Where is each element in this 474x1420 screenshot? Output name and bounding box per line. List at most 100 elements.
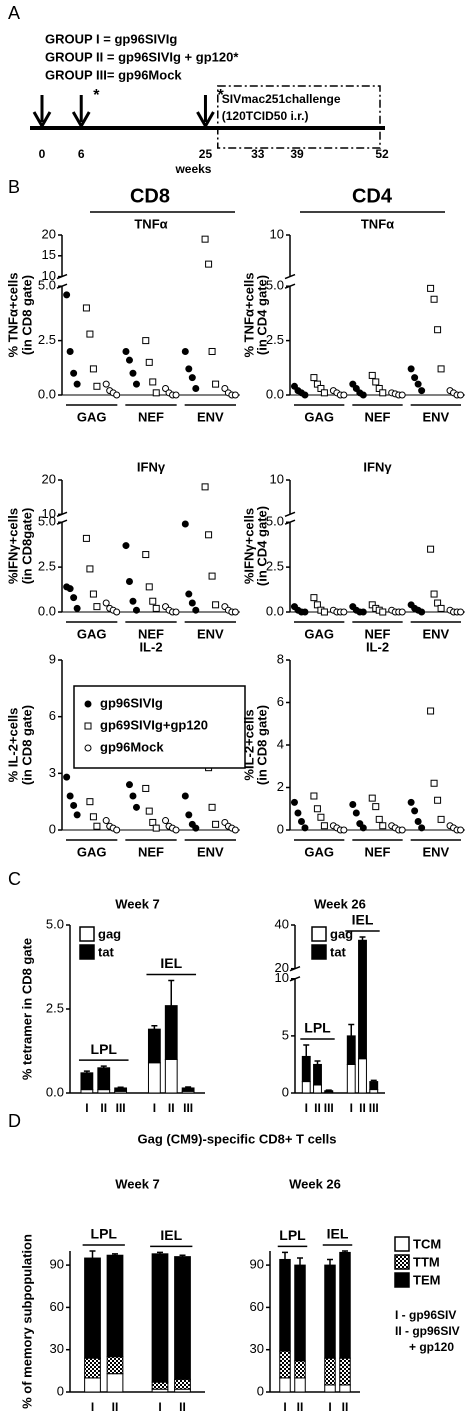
data-point — [231, 391, 239, 399]
data-point — [379, 608, 387, 616]
data-point — [66, 792, 74, 800]
y-tick-label: 0.0 — [266, 603, 284, 618]
y-tick-label: 5.0 — [38, 514, 56, 529]
bar-segment — [294, 1377, 306, 1393]
y-tick-label: 20 — [275, 960, 289, 975]
chart-title: IFNγ — [137, 459, 166, 474]
bar-segment — [80, 1089, 94, 1094]
x-tick-label: 25 — [199, 147, 213, 161]
x-tick-label: II — [297, 1400, 304, 1414]
data-point — [317, 813, 325, 821]
data-point — [430, 295, 438, 303]
data-point — [359, 608, 367, 616]
data-point — [172, 391, 180, 399]
panel-label: B — [8, 177, 20, 197]
y-tick-label: 60 — [50, 1299, 64, 1314]
chart-title: IL-2 — [139, 639, 162, 654]
data-point — [122, 347, 130, 355]
data-point — [192, 824, 200, 832]
data-point — [129, 792, 137, 800]
y-tick-label: 10 — [42, 268, 56, 283]
data-point — [340, 826, 348, 834]
error-bar — [83, 1070, 90, 1073]
data-point — [320, 389, 328, 397]
axis-break — [284, 511, 296, 518]
challenge-label: (120TCID50 i.r.) — [222, 109, 309, 123]
data-point — [70, 369, 78, 377]
legend-box — [73, 685, 246, 769]
y-axis-label: (in CD8 gate) — [254, 705, 269, 785]
y-tick-label: 0.0 — [38, 386, 56, 401]
data-point — [411, 807, 419, 815]
data-point — [201, 483, 209, 491]
y-axis-label: (in CD8 gate) — [19, 705, 34, 785]
x-tick-label: III — [183, 1101, 193, 1115]
data-point — [418, 608, 426, 616]
chart-title: TNFα — [361, 216, 394, 231]
group-label: GROUP I = gp96SIVIg — [45, 31, 177, 46]
error-bar — [117, 1086, 124, 1089]
panel-label: A — [8, 3, 20, 23]
x-tick-label: I — [283, 1400, 286, 1414]
legend-swatch — [311, 926, 327, 942]
legend-swatch — [79, 944, 95, 960]
bar-segment — [106, 1373, 124, 1393]
data-point — [192, 384, 200, 392]
data-point — [181, 347, 189, 355]
data-point — [73, 811, 81, 819]
data-point — [398, 391, 406, 399]
bar-segment — [369, 1081, 379, 1091]
data-point — [145, 583, 153, 591]
x-tick-label: I — [350, 1101, 353, 1115]
error-bar — [179, 1254, 186, 1257]
group-label: LPL — [91, 1041, 118, 1057]
data-point — [407, 365, 415, 373]
error-bar — [157, 1251, 163, 1254]
bar-segment — [339, 1251, 351, 1359]
data-point — [152, 604, 160, 612]
data-point — [192, 606, 200, 614]
error-bar — [282, 1251, 288, 1260]
bar-segment — [84, 1357, 101, 1379]
y-axis-label: % TNFα+cells — [241, 273, 256, 358]
y-tick-label: 8 — [277, 651, 284, 666]
error-bar — [185, 1086, 192, 1088]
data-point — [457, 826, 465, 834]
y-tick-label: 2.5 — [46, 1000, 64, 1015]
y-tick-label: 6 — [49, 708, 56, 723]
data-point — [414, 380, 422, 388]
data-point — [340, 608, 348, 616]
legend-swatch — [394, 1254, 410, 1270]
bar-segment — [151, 1381, 169, 1390]
data-point — [301, 391, 309, 399]
y-tick-label: 90 — [250, 1257, 264, 1272]
data-point — [231, 608, 239, 616]
data-point — [208, 803, 216, 811]
bar-segment — [147, 1062, 161, 1094]
y-tick-label: 90 — [50, 1257, 64, 1272]
y-axis-label: % TNFα+cells — [5, 273, 20, 358]
data-point — [368, 794, 376, 802]
error-bar — [112, 1253, 118, 1256]
y-tick-label: 0.0 — [38, 603, 56, 618]
chart-title: Week 26 — [289, 1176, 341, 1191]
bar-segment — [279, 1350, 291, 1379]
data-point — [129, 369, 137, 377]
arrow-head — [71, 111, 91, 130]
chart-title: TNFα — [134, 216, 167, 231]
data-point — [125, 356, 133, 364]
y-axis-label: %IFNγ+cells — [5, 508, 20, 584]
data-point — [132, 803, 140, 811]
y-axis-label: (in CD4 gate) — [254, 275, 269, 355]
data-point — [379, 822, 387, 830]
group-label: LPL — [91, 1226, 118, 1242]
arrow-head — [196, 111, 215, 130]
data-point — [142, 784, 150, 792]
data-point — [66, 585, 74, 593]
legend-swatch — [79, 926, 95, 942]
data-point — [372, 378, 380, 386]
chart-title: Week 7 — [115, 1176, 160, 1191]
x-tick-label: NEF — [138, 409, 164, 424]
chart-title: IL-2 — [366, 639, 389, 654]
